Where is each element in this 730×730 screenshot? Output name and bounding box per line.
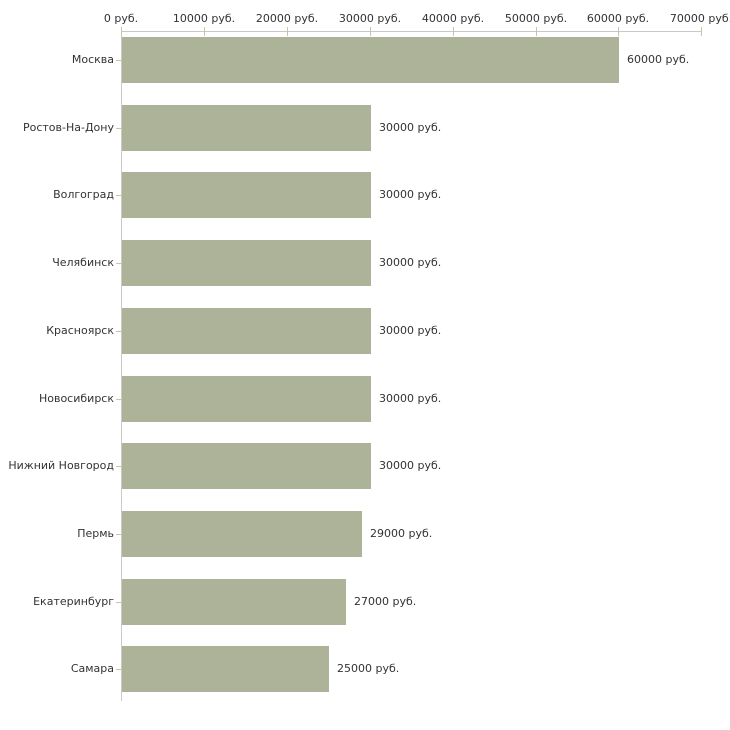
- bar: [122, 511, 362, 557]
- y-axis-tick: [116, 669, 121, 670]
- y-axis-tick: [116, 195, 121, 196]
- x-axis-tick-label: 60000 руб.: [586, 12, 650, 25]
- y-axis-tick: [116, 466, 121, 467]
- category-label: Нижний Новгород: [8, 459, 114, 472]
- y-axis-tick: [116, 263, 121, 264]
- x-axis-tick-label: 40000 руб.: [421, 12, 485, 25]
- y-axis-tick: [116, 331, 121, 332]
- x-axis-tick-label: 70000 руб.: [669, 12, 730, 25]
- x-axis-tick: [287, 27, 288, 36]
- x-axis-tick-label: 20000 руб.: [255, 12, 319, 25]
- x-axis-tick-label: 0 руб.: [103, 12, 139, 25]
- category-label: Челябинск: [52, 256, 114, 269]
- value-label: 60000 руб.: [627, 53, 690, 66]
- bar: [122, 105, 371, 151]
- x-axis-tick-label: 30000 руб.: [338, 12, 402, 25]
- value-label: 30000 руб.: [379, 392, 442, 405]
- x-axis-line: [121, 31, 701, 32]
- x-axis-tick: [618, 27, 619, 36]
- category-label: Пермь: [77, 527, 114, 540]
- value-label: 30000 руб.: [379, 188, 442, 201]
- y-axis-tick: [116, 399, 121, 400]
- value-label: 30000 руб.: [379, 121, 442, 134]
- category-label: Волгоград: [53, 188, 114, 201]
- y-axis-tick: [116, 60, 121, 61]
- bar: [122, 240, 371, 286]
- category-label: Екатеринбург: [33, 595, 114, 608]
- bar: [122, 646, 329, 692]
- x-axis-tick: [204, 27, 205, 36]
- value-label: 27000 руб.: [354, 595, 417, 608]
- bar: [122, 308, 371, 354]
- value-label: 25000 руб.: [337, 662, 400, 675]
- bar: [122, 443, 371, 489]
- category-label: Красноярск: [46, 324, 114, 337]
- value-label: 30000 руб.: [379, 459, 442, 472]
- category-label: Москва: [71, 53, 114, 66]
- bar: [122, 172, 371, 218]
- value-label: 30000 руб.: [379, 256, 442, 269]
- category-label: Ростов-На-Дону: [22, 121, 114, 134]
- x-axis-tick-label: 10000 руб.: [172, 12, 236, 25]
- x-axis-tick-label: 50000 руб.: [504, 12, 568, 25]
- x-axis-tick: [453, 27, 454, 36]
- y-axis-tick: [116, 534, 121, 535]
- category-label: Новосибирск: [38, 392, 114, 405]
- x-axis-tick: [121, 27, 122, 36]
- x-axis-tick: [701, 27, 702, 36]
- y-axis-tick: [116, 128, 121, 129]
- bar: [122, 579, 346, 625]
- bar: [122, 37, 619, 83]
- y-axis-tick: [116, 602, 121, 603]
- x-axis-tick: [370, 27, 371, 36]
- bar: [122, 376, 371, 422]
- value-label: 30000 руб.: [379, 324, 442, 337]
- value-label: 29000 руб.: [370, 527, 433, 540]
- category-label: Самара: [70, 662, 114, 675]
- y-axis-line: [121, 31, 122, 701]
- x-axis-tick: [536, 27, 537, 36]
